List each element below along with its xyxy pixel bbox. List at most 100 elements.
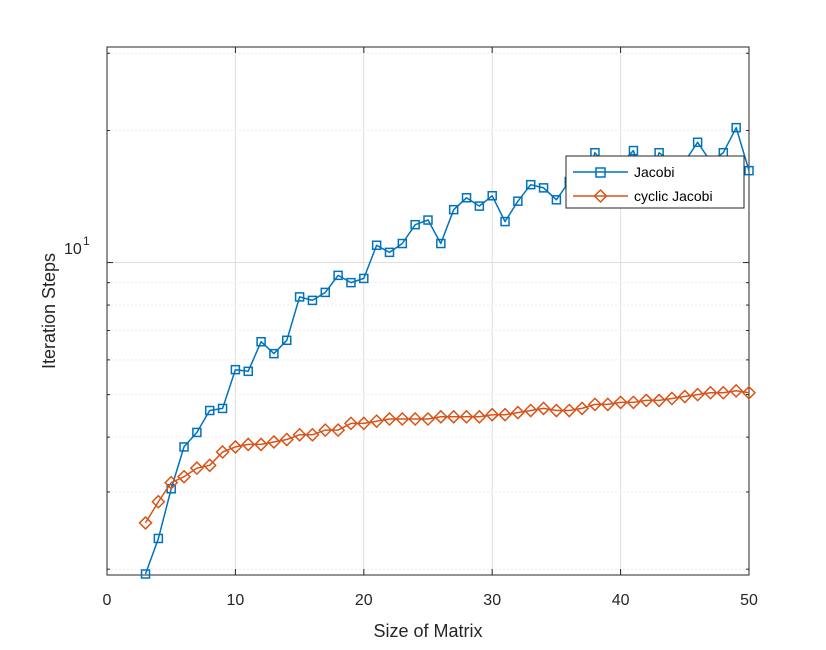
- data-point-cyclic-jacobi: [254, 437, 269, 452]
- data-point-jacobi: [192, 427, 202, 438]
- data-point-cyclic-jacobi: [459, 409, 474, 424]
- y-tick-label-base: 10: [64, 241, 82, 258]
- data-point-cyclic-jacobi: [549, 403, 564, 418]
- data-point-jacobi: [153, 533, 164, 544]
- data-point-jacobi: [513, 196, 523, 206]
- x-tick-label: 10: [227, 592, 245, 609]
- x-tick-labels: 0 10 20 30 40 50: [103, 592, 758, 609]
- legend: Jacobi cyclic Jacobi: [565, 155, 745, 209]
- data-point-cyclic-jacobi: [228, 439, 243, 454]
- data-point-jacobi: [744, 165, 754, 176]
- data-point-jacobi: [307, 295, 318, 306]
- data-point-cyclic-jacobi: [523, 403, 538, 418]
- data-point-cyclic-jacobi: [497, 407, 513, 422]
- data-point-jacobi: [179, 442, 189, 452]
- data-point-cyclic-jacobi: [485, 407, 500, 422]
- x-tick-label: 50: [740, 592, 758, 609]
- data-point-jacobi: [731, 122, 741, 133]
- data-point-jacobi: [487, 191, 497, 201]
- data-point-jacobi: [371, 240, 382, 251]
- legend-marker-jacobi: [595, 167, 606, 178]
- data-point-cyclic-jacobi: [279, 432, 294, 447]
- data-point-cyclic-jacobi: [741, 385, 757, 400]
- data-point-cyclic-jacobi: [472, 409, 487, 424]
- x-tick-label: 30: [483, 592, 501, 609]
- legend-box: [565, 155, 745, 209]
- data-point-cyclic-jacobi: [305, 427, 320, 442]
- y-axis-label: Iteration Steps: [39, 253, 59, 369]
- data-point-cyclic-jacobi: [536, 401, 551, 416]
- data-point-cyclic-jacobi: [446, 409, 461, 424]
- data-point-jacobi: [256, 336, 266, 347]
- data-point-jacobi: [538, 183, 549, 193]
- data-point-cyclic-jacobi: [639, 393, 654, 408]
- data-point-jacobi: [423, 215, 433, 225]
- data-point-jacobi: [628, 145, 639, 156]
- data-point-cyclic-jacobi: [652, 393, 667, 408]
- data-point-jacobi: [397, 238, 408, 249]
- data-point-jacobi: [692, 137, 703, 148]
- legend-label-jacobi: Jacobi: [634, 164, 674, 180]
- data-point-cyclic-jacobi: [600, 397, 615, 412]
- data-point-jacobi: [230, 364, 241, 375]
- data-point-cyclic-jacobi: [138, 515, 153, 530]
- data-point-cyclic-jacobi: [164, 475, 179, 490]
- data-point-jacobi: [551, 195, 562, 205]
- data-point-cyclic-jacobi: [613, 395, 628, 410]
- data-point-cyclic-jacobi: [356, 416, 371, 431]
- data-point-cyclic-jacobi: [241, 437, 256, 452]
- data-point-jacobi: [461, 193, 472, 203]
- data-point-cyclic-jacobi: [395, 411, 410, 427]
- data-point-cyclic-jacobi: [202, 458, 217, 473]
- data-point-cyclic-jacobi: [151, 494, 166, 509]
- data-point-jacobi: [410, 219, 420, 230]
- data-point-cyclic-jacobi: [664, 391, 680, 406]
- data-point-cyclic-jacobi: [420, 411, 436, 427]
- data-point-cyclic-jacobi: [575, 401, 590, 416]
- data-point-jacobi: [500, 216, 510, 227]
- tick-marks: [106, 47, 750, 575]
- data-point-cyclic-jacobi: [318, 423, 333, 438]
- data-point-cyclic-jacobi: [292, 427, 307, 442]
- data-point-cyclic-jacobi: [626, 395, 641, 410]
- data-point-cyclic-jacobi: [408, 411, 423, 427]
- data-point-jacobi: [384, 247, 395, 258]
- x-tick-label: 20: [355, 592, 373, 609]
- data-point-cyclic-jacobi: [677, 389, 692, 404]
- y-tick-labels: 10 1: [64, 234, 90, 258]
- data-point-jacobi: [217, 403, 228, 414]
- series-cyclic-jacobi: [138, 383, 757, 530]
- x-axis-label: Size of Matrix: [373, 621, 482, 641]
- data-point-cyclic-jacobi: [433, 409, 448, 424]
- data-point-jacobi: [320, 287, 331, 298]
- data-point-jacobi: [294, 292, 305, 302]
- data-point-jacobi: [436, 238, 446, 249]
- data-point-cyclic-jacobi: [716, 385, 731, 400]
- data-point-cyclic-jacobi: [562, 403, 577, 418]
- data-point-jacobi: [525, 179, 536, 190]
- data-point-cyclic-jacobi: [369, 414, 384, 429]
- x-tick-label: 40: [612, 592, 630, 609]
- data-point-cyclic-jacobi: [176, 469, 192, 484]
- data-point-cyclic-jacobi: [189, 461, 204, 476]
- data-point-cyclic-jacobi: [331, 423, 346, 438]
- data-point-cyclic-jacobi: [266, 434, 281, 450]
- data-point-cyclic-jacobi: [343, 416, 359, 431]
- data-point-jacobi: [346, 277, 356, 288]
- data-point-cyclic-jacobi: [510, 405, 525, 420]
- data-point-jacobi: [140, 569, 151, 579]
- y-tick-label-exponent: 1: [83, 234, 90, 248]
- data-point-jacobi: [359, 273, 369, 284]
- data-point-jacobi: [269, 348, 279, 359]
- x-tick-label: 0: [103, 592, 112, 609]
- data-point-cyclic-jacobi: [587, 397, 602, 412]
- data-point-jacobi: [282, 335, 292, 346]
- data-point-jacobi: [204, 405, 215, 416]
- plot-frame: [106, 46, 750, 576]
- plot-area: [107, 47, 749, 575]
- legend-label-cyclic: cyclic Jacobi: [634, 188, 713, 204]
- data-point-jacobi: [474, 201, 485, 211]
- data-point-jacobi: [243, 366, 253, 377]
- data-point-cyclic-jacobi: [729, 383, 744, 398]
